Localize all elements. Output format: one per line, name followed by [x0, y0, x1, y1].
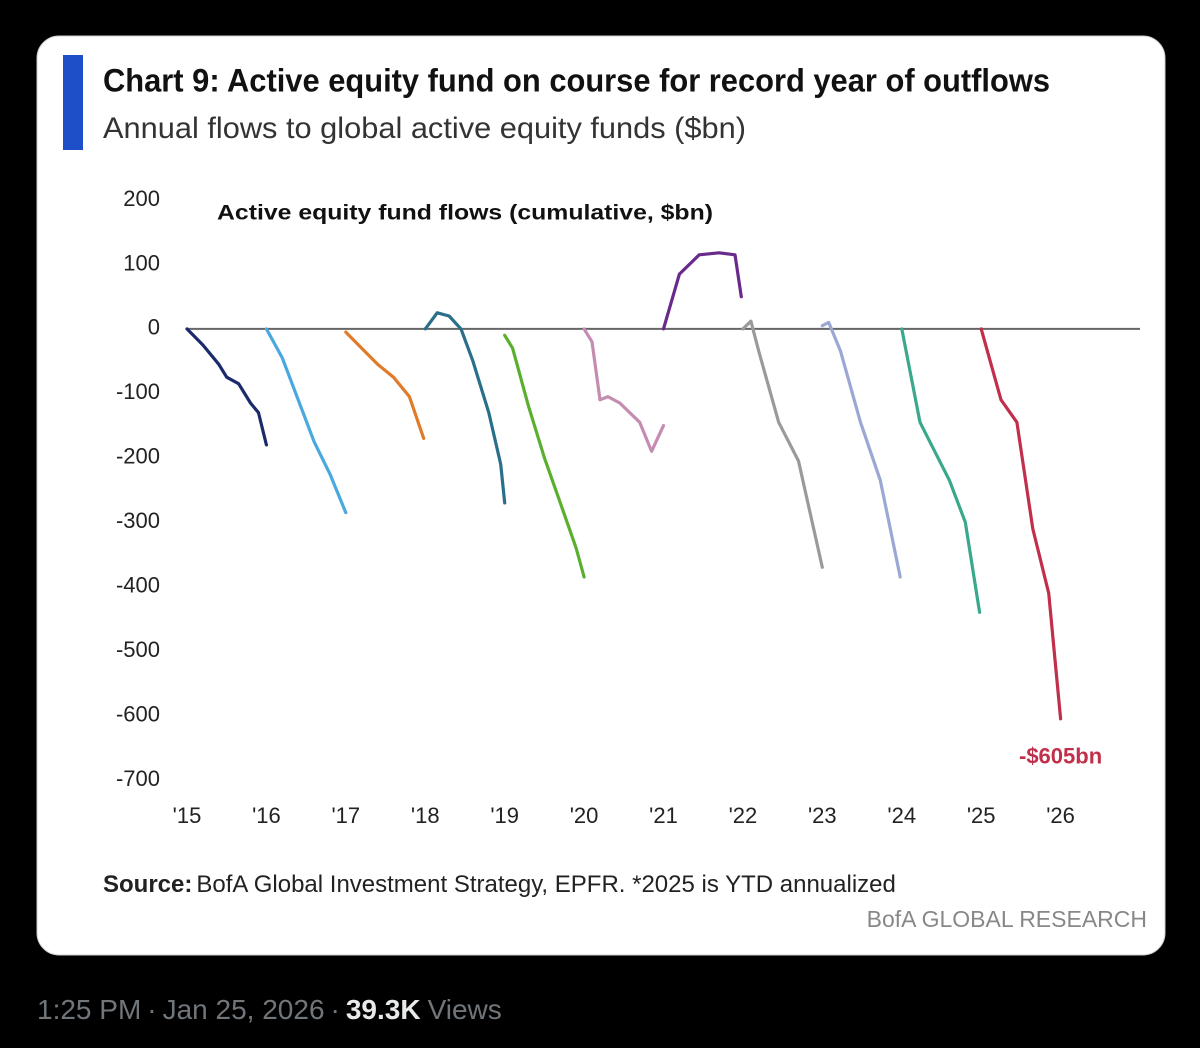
- series-line: [979, 327, 1063, 721]
- series-line: [344, 330, 426, 440]
- series-line: [264, 327, 348, 515]
- x-tick-label: '21: [649, 803, 678, 828]
- x-tick-label: '20: [570, 803, 599, 828]
- series-line: [820, 320, 902, 579]
- inner-title: Active equity fund flows (cumulative, $b…: [217, 202, 713, 225]
- chart-title: Chart 9: Active equity fund on course fo…: [103, 62, 1050, 98]
- source-label: Source:: [103, 871, 192, 898]
- series-line: [582, 327, 666, 453]
- y-tick-label: -600: [116, 701, 160, 726]
- tweet-meta: 1:25 PM · Jan 25, 2026 · 39.3K Views: [37, 994, 502, 1025]
- series-line: [741, 319, 824, 569]
- tweet-date[interactable]: Jan 25, 2026: [163, 994, 325, 1025]
- series-line: [185, 327, 268, 447]
- x-tick-label: '18: [411, 803, 440, 828]
- tweet-time[interactable]: 1:25 PM: [37, 994, 141, 1025]
- y-tick-label: -200: [116, 444, 160, 469]
- view-count: 39.3K: [346, 994, 421, 1025]
- y-tick-label: 100: [123, 250, 160, 275]
- source: Source: BofA Global Investment Strategy, …: [103, 871, 896, 898]
- x-tick-label: '23: [808, 803, 837, 828]
- separator: ·: [331, 994, 340, 1025]
- y-tick-label: -100: [116, 379, 160, 404]
- x-tick-label: '15: [173, 803, 202, 828]
- series-line: [900, 327, 982, 614]
- y-tick-label: -300: [116, 508, 160, 533]
- x-tick-label: '26: [1046, 803, 1075, 828]
- chart-subtitle: Annual flows to global active equity fun…: [103, 112, 746, 145]
- x-tick-label: '24: [887, 803, 916, 828]
- y-tick-label: 200: [123, 186, 160, 211]
- x-tick-label: '22: [729, 803, 758, 828]
- y-tick-label: 0: [148, 315, 160, 340]
- value-label: -$605bn: [1019, 744, 1102, 769]
- x-tick-label: '19: [490, 803, 519, 828]
- x-tick-label: '25: [967, 803, 996, 828]
- plot: 200 100 0 -100 -200 -300 -400 -500 -600 -700 '15 '1…: [116, 186, 1140, 828]
- y-tick-label: -400: [116, 572, 160, 597]
- views-label: Views: [428, 994, 502, 1025]
- separator: ·: [147, 994, 156, 1025]
- branding: BofA GLOBAL RESEARCH: [867, 906, 1147, 932]
- y-tick-label: -700: [116, 766, 160, 791]
- source-text: BofA Global Investment Strategy, EPFR. *…: [196, 871, 895, 898]
- x-tick-label: '16: [252, 803, 281, 828]
- accent-bar: [63, 55, 83, 150]
- series-line: [503, 333, 586, 579]
- series-line: [423, 311, 507, 505]
- y-tick-label: -500: [116, 637, 160, 662]
- chart-card: [36, 35, 1166, 956]
- x-tick-label: '17: [331, 803, 360, 828]
- series-line: [661, 251, 743, 331]
